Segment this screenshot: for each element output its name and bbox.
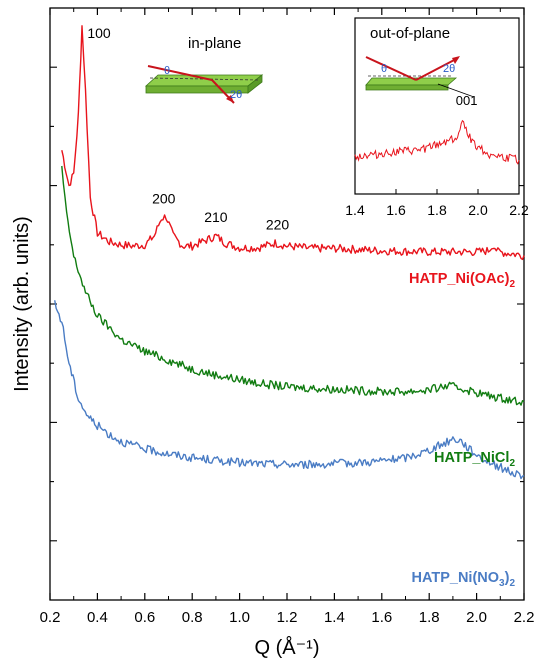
inset-incident-beam bbox=[365, 56, 417, 81]
series-label-ni-no3: HATP_Ni(NO3)2 bbox=[411, 570, 515, 589]
series-line-ni-cl bbox=[61, 165, 525, 406]
series-line-ni-no3 bbox=[54, 300, 525, 480]
main-series-layer bbox=[54, 25, 525, 480]
x-tick-label: 1.6 bbox=[371, 609, 392, 626]
peak-labels: 100 200 210 220 bbox=[87, 25, 289, 233]
inset-sample-side bbox=[365, 84, 449, 91]
y-axis-label: Intensity (arb. units) bbox=[11, 216, 33, 392]
inset-x-tick-label: 2.2 bbox=[509, 202, 529, 218]
peak-label-220: 220 bbox=[266, 217, 290, 233]
inset-series-line bbox=[354, 119, 520, 165]
inset-peak-labels: 001 bbox=[456, 93, 478, 108]
inset-x-tick-label: 2.0 bbox=[468, 202, 488, 218]
x-tick-label: 0.6 bbox=[134, 609, 155, 626]
x-tick-label: 1.4 bbox=[324, 609, 345, 626]
inset-x-tick-label: 1.6 bbox=[386, 202, 406, 218]
inplane-theta: θ bbox=[164, 65, 170, 77]
inset-x-tick-label: 1.8 bbox=[427, 202, 447, 218]
inplane-two-theta: 2θ bbox=[230, 89, 242, 101]
inplane-sample-edge bbox=[247, 74, 263, 94]
x-tick-label: 2.2 bbox=[514, 609, 535, 626]
inset-two-theta: 2θ bbox=[443, 63, 455, 75]
inset-theta: θ bbox=[381, 63, 387, 75]
inset-x-tick-label: 1.4 bbox=[345, 202, 365, 218]
inset-arrowhead bbox=[452, 56, 460, 64]
series-line-ni-oac bbox=[61, 25, 525, 261]
inset-peak-label-001: 001 bbox=[456, 93, 478, 108]
peak-label-200: 200 bbox=[152, 190, 176, 206]
series-label-ni-oac: HATP_Ni(OAc)2 bbox=[409, 271, 515, 290]
inplane-label: in-plane bbox=[188, 35, 241, 52]
series-label-ni-cl: HATP_NiCl2 bbox=[434, 450, 515, 469]
x-tick-label: 1.8 bbox=[419, 609, 440, 626]
inset-axis-ticks: 1.4 1.6 1.8 2.0 2.2 bbox=[345, 189, 529, 218]
x-tick-label: 0.2 bbox=[40, 609, 61, 626]
x-tick-label: 1.2 bbox=[277, 609, 298, 626]
inplane-arrowhead bbox=[226, 95, 234, 103]
inplane-sample-plane bbox=[149, 77, 259, 81]
y-axis-ticks bbox=[50, 66, 524, 542]
x-tick-label: 0.8 bbox=[182, 609, 203, 626]
peak-label-100: 100 bbox=[87, 25, 111, 41]
peak-label-210: 210 bbox=[204, 209, 228, 225]
inset-frame bbox=[354, 17, 520, 195]
inset-plot: out-of-plane θ 2θ 1.4 1.6 1.8 2.0 2.2 001 bbox=[345, 17, 529, 218]
inplane-schematic: in-plane θ 2θ bbox=[144, 35, 264, 104]
inplane-incident-beam bbox=[147, 65, 213, 81]
inset-title: out-of-plane bbox=[370, 25, 450, 42]
x-tick-label: 2.0 bbox=[466, 609, 487, 626]
inset-sample-top bbox=[365, 77, 458, 86]
inset-diffracted-beam bbox=[415, 57, 459, 81]
x-axis-ticks: 0.2 0.4 0.6 0.8 1.0 1.2 1.4 1.6 1.8 2.0 2.2 bbox=[40, 8, 535, 626]
inset-series-layer bbox=[354, 119, 520, 165]
x-axis-label: Q (Å⁻¹) bbox=[255, 636, 320, 659]
x-tick-label: 0.4 bbox=[87, 609, 108, 626]
x-tick-label: 1.0 bbox=[229, 609, 250, 626]
inset-peak-leader-line bbox=[437, 83, 475, 98]
